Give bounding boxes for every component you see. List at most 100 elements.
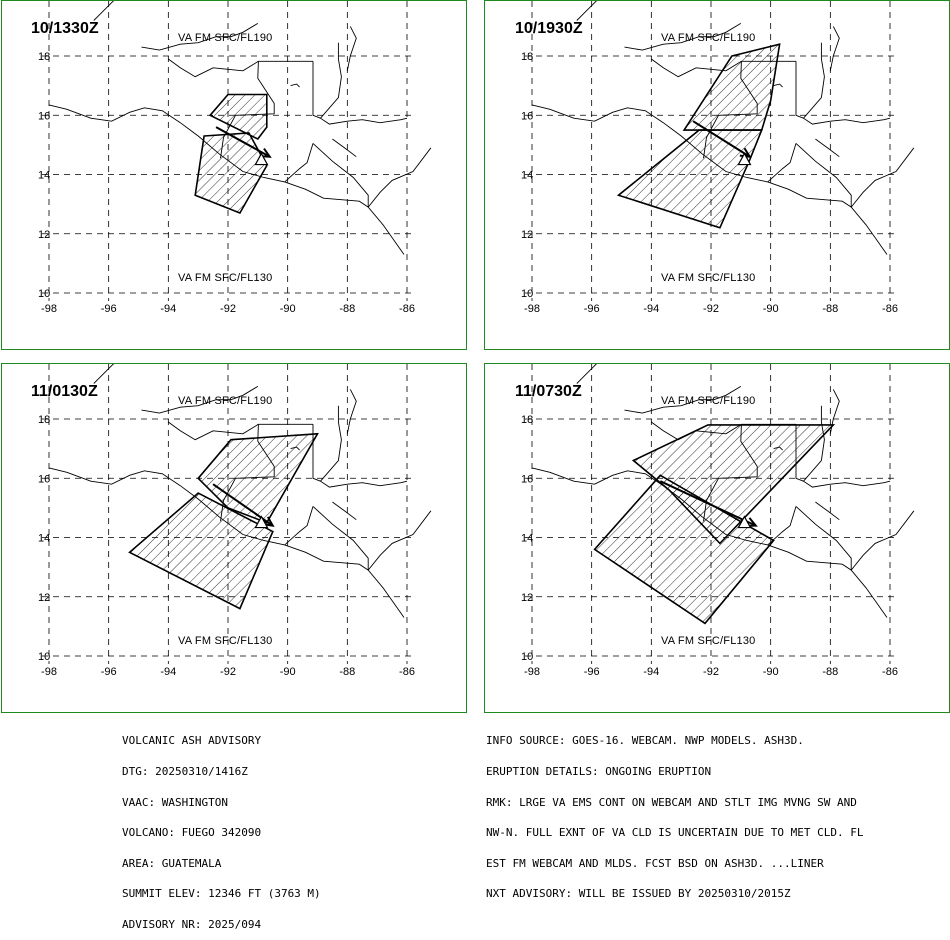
longitude-tick-label: -88 (339, 303, 355, 315)
coastline-border (367, 510, 432, 571)
coastline-border (312, 506, 369, 571)
latitude-tick-label: 18 (521, 51, 533, 63)
latitude-tick-label: 16 (521, 110, 533, 122)
latitude-tick-label: 18 (38, 51, 50, 63)
coastline-border (773, 83, 783, 88)
upper-layer-label: VA FM SFC/FL190 (661, 32, 756, 44)
longitude-tick-label: -98 (41, 303, 57, 315)
upper-layer-label: VA FM SFC/FL190 (178, 32, 273, 44)
longitude-tick-label: -94 (643, 666, 659, 678)
longitude-tick-label: -86 (399, 303, 415, 315)
forecast-time-label: 11/0730Z (515, 383, 582, 400)
map-svg: -98 -96 -94 -92 -90 -88 -86 18 16 14 12 10 (38, 1, 432, 315)
ash-motion-arrow (215, 126, 271, 158)
longitude-tick-label: -90 (763, 666, 779, 678)
coastline-border (319, 405, 408, 488)
longitude-tick-label: -86 (399, 666, 415, 678)
forecast-panel-4: -98 -96 -94 -92 -90 -88 -86 18 16 14 12 10 11/0730Z… (484, 363, 950, 713)
latitude-tick-label: 12 (521, 592, 533, 604)
advisory-line: VOLCANO: FUEGO 342090 (122, 826, 262, 840)
coastline-border (312, 61, 321, 119)
forecast-time-label: 10/1330Z (31, 20, 99, 37)
advisory-line: VAAC: WASHINGTON (122, 795, 228, 809)
advisory-details-block: INFO SOURCE: GOES-16. WEBCAM. NWP MODELS… (486, 716, 864, 910)
ash-motion-arrow (659, 480, 757, 527)
lower-layer-label: VA FM SFC/FL130 (661, 635, 756, 647)
advisory-line: NW-N. FULL EXNT OF VA CLD IS UNCERTAIN D… (486, 826, 864, 840)
longitude-tick-label: -90 (280, 666, 296, 678)
latitude-tick-label: 12 (521, 229, 533, 241)
longitude-tick-label: -90 (763, 303, 779, 315)
forecast-panel-1: -98 -96 -94 -92 -90 -88 -86 18 16 14 12 10 10/1330Z… (1, 0, 467, 350)
coastline-border (802, 405, 891, 488)
latitude-tick-label: 18 (38, 414, 50, 426)
coastline-border (312, 143, 369, 208)
ash-cloud-upper-layer (682, 43, 781, 131)
forecast-time-label: 11/0130Z (31, 383, 98, 400)
latitude-tick-label: 14 (521, 170, 533, 182)
lower-layer-label: VA FM SFC/FL130 (178, 635, 273, 647)
coastline-border (290, 83, 300, 88)
latitude-tick-label: 14 (38, 533, 50, 545)
longitude-tick-label: -96 (584, 666, 600, 678)
advisory-line: NXT ADVISORY: WILL BE ISSUED BY 20250310… (486, 887, 791, 901)
ash-cloud-upper-layer (631, 424, 836, 545)
coastline-border (312, 424, 321, 482)
longitude-tick-label: -96 (101, 303, 117, 315)
latitude-tick-label: 12 (38, 592, 50, 604)
longitude-tick-label: -92 (703, 303, 719, 315)
longitude-tick-label: -86 (882, 303, 898, 315)
coastline-border (795, 61, 804, 119)
longitude-tick-label: -92 (220, 303, 236, 315)
latitude-tick-label: 10 (38, 651, 50, 663)
map-svg: -98 -96 -94 -92 -90 -88 -86 18 16 14 12 10 (521, 1, 915, 315)
longitude-tick-label: -96 (584, 303, 600, 315)
latitude-tick-label: 14 (521, 533, 533, 545)
coastline-border (576, 364, 597, 384)
advisory-line: AREA: GUATEMALA (122, 856, 222, 870)
ash-cloud-lower-layer (128, 492, 274, 610)
advisory-line: DTG: 20250310/1416Z (122, 765, 248, 778)
upper-layer-label: VA FM SFC/FL190 (661, 395, 756, 407)
latitude-tick-label: 10 (38, 288, 50, 300)
coastline-border (346, 389, 357, 434)
ash-cloud-lower-layer (194, 132, 268, 215)
coastline-border (576, 1, 597, 21)
advisory-line: EST FM WEBCAM AND MLDS. FCST BSD ON ASH3… (486, 856, 824, 870)
longitude-tick-label: -92 (220, 666, 236, 678)
coastline-border (332, 138, 357, 158)
coastline-border (93, 1, 114, 21)
coastline-border (284, 506, 314, 546)
coastline-border (815, 501, 840, 521)
lower-layer-label: VA FM SFC/FL130 (178, 272, 273, 284)
longitude-tick-label: -94 (160, 303, 176, 315)
coastline-border (332, 501, 357, 521)
map-svg: -98 -96 -94 -92 -90 -88 -86 18 16 14 12 10 (521, 364, 915, 678)
coastline-border (624, 386, 742, 414)
longitude-tick-label: -90 (280, 303, 296, 315)
advisory-line: SUMMIT ELEV: 12346 FT (3763 M) (122, 887, 321, 901)
longitude-tick-label: -98 (524, 303, 540, 315)
ash-motion-arrow (692, 120, 751, 158)
coastline-border (284, 143, 314, 183)
map-svg: -98 -96 -94 -92 -90 -88 -86 18 16 14 12 10 (38, 364, 432, 678)
longitude-tick-label: -88 (339, 666, 355, 678)
advisory-line: ERUPTION DETAILS: ONGOING ERUPTION (486, 765, 712, 778)
longitude-tick-label: -86 (882, 666, 898, 678)
longitude-tick-label: -88 (822, 303, 838, 315)
coastline-border (93, 364, 114, 384)
coastline-border (168, 421, 259, 441)
latitude-tick-label: 16 (38, 473, 50, 485)
latitude-tick-label: 14 (38, 170, 50, 182)
ash-cloud-lower-layer (616, 129, 763, 229)
coastline-border (367, 147, 432, 208)
advisory-header-block: VOLCANIC ASH ADVISORY DTG: 20250310/1416… (122, 716, 321, 940)
ash-cloud-upper-layer (208, 93, 268, 141)
longitude-tick-label: -98 (524, 666, 540, 678)
coastline-border (795, 506, 852, 571)
longitude-tick-label: -88 (822, 666, 838, 678)
ash-cloud-upper-layer (197, 432, 319, 524)
lower-layer-label: VA FM SFC/FL130 (661, 272, 756, 284)
forecast-panel-3: -98 -96 -94 -92 -90 -88 -86 18 16 14 12 10 11/0130Z… (1, 363, 467, 713)
forecast-panel-2: -98 -96 -94 -92 -90 -88 -86 18 16 14 12 10 10/1930Z… (484, 0, 950, 350)
